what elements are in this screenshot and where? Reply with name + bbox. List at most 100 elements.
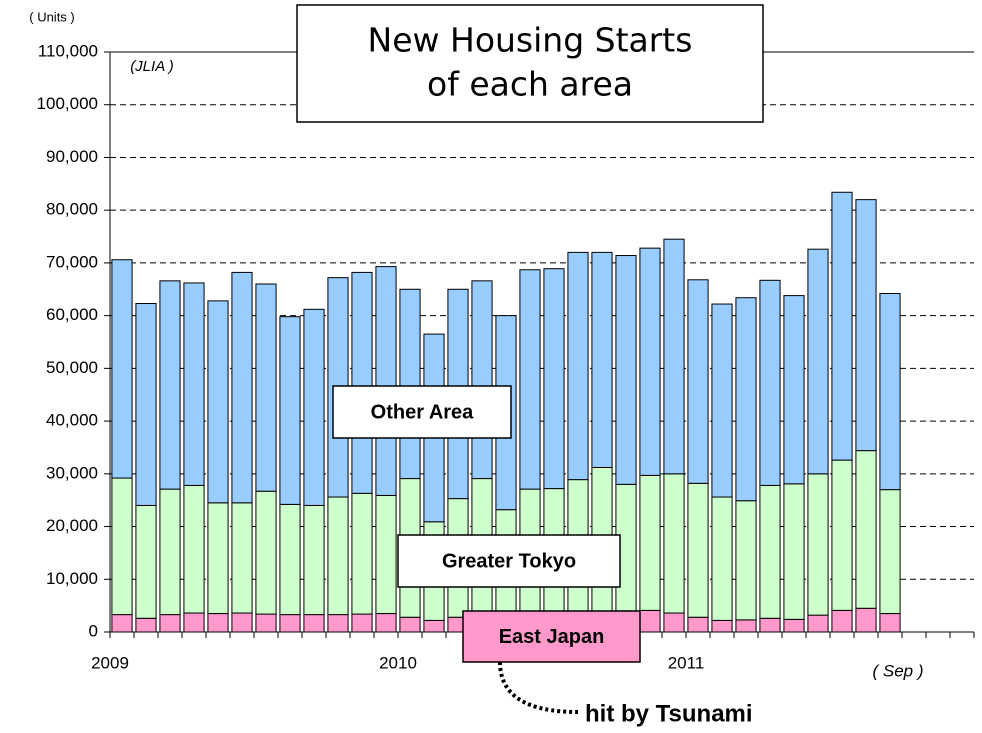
y-tick-label: 100,000 <box>37 94 98 113</box>
bar-segment <box>759 617 781 633</box>
chart-title: New Housing Starts <box>368 21 693 60</box>
bar-segment <box>687 279 709 484</box>
bar-segment <box>303 614 325 633</box>
legend-box <box>397 534 621 588</box>
bar-segment <box>735 297 757 502</box>
bar-segment <box>471 280 493 480</box>
bar-segment <box>735 500 757 621</box>
bar-segment <box>351 492 373 615</box>
y-tick-label: 110,000 <box>38 41 98 60</box>
bar-segment <box>639 474 661 611</box>
annotation: hit by Tsunami <box>585 700 753 727</box>
legend-box <box>332 385 512 439</box>
bar-segment <box>879 489 901 615</box>
bar-segment <box>711 496 733 621</box>
bar-segment <box>399 288 421 480</box>
bar-segment <box>855 199 877 452</box>
bar-segment <box>375 266 397 496</box>
bar-segment <box>255 283 277 492</box>
bar-segment <box>279 503 301 616</box>
y-unit-label: ( Units ) <box>29 9 75 24</box>
y-tick-label: 80,000 <box>46 200 98 219</box>
bar-segment <box>231 612 253 633</box>
y-tick-label: 90,000 <box>46 147 98 166</box>
y-tick-label: 20,000 <box>46 516 98 535</box>
bar-segment <box>303 308 325 506</box>
bar-segment <box>711 619 733 633</box>
bar-segment <box>831 459 853 611</box>
bar-segment <box>279 614 301 633</box>
bar-segment <box>111 477 133 616</box>
bar-segment <box>207 502 229 615</box>
y-tick-label: 70,000 <box>46 252 98 271</box>
bar-segment <box>711 303 733 498</box>
bar-segment <box>159 280 181 490</box>
bar-segment <box>663 612 685 633</box>
bar-segment <box>351 271 373 494</box>
bar-segment <box>375 613 397 633</box>
bar-segment <box>855 450 877 609</box>
bar-segment <box>591 251 613 468</box>
y-tick-label: 30,000 <box>46 463 98 482</box>
bar-segment <box>879 292 901 491</box>
bar-segment <box>111 259 133 479</box>
x-tick-label: 2011 <box>668 653 705 672</box>
x-tick-label: 2010 <box>379 653 417 672</box>
y-tick-label: 50,000 <box>46 358 98 377</box>
bar-segment <box>543 268 565 490</box>
source-label: (JLIA ) <box>130 58 174 75</box>
bar-segment <box>567 251 589 481</box>
bar-segment <box>255 490 277 615</box>
y-tick-label: 0 <box>89 621 98 640</box>
legend-box <box>462 610 641 663</box>
bar-segment <box>423 619 445 633</box>
bar-segment <box>183 282 205 486</box>
bar-segment <box>351 613 373 633</box>
bar-segment <box>327 496 349 616</box>
bar-segment <box>807 248 829 475</box>
bar-segment <box>735 619 757 633</box>
title-box <box>296 4 764 123</box>
bar-segment <box>135 617 157 633</box>
bar-segment <box>207 300 229 504</box>
bar-segment <box>327 614 349 633</box>
legend-label: Other Area <box>371 401 475 423</box>
bar-segment <box>807 473 829 616</box>
bar-segment <box>639 609 661 633</box>
bar-segment <box>855 607 877 633</box>
bar-segment <box>639 247 661 476</box>
y-tick-label: 60,000 <box>46 305 98 324</box>
bar-segment <box>783 295 805 485</box>
bar-segment <box>279 316 301 505</box>
annotation-line <box>498 661 579 714</box>
end-label: ( Sep ) <box>872 661 923 680</box>
y-tick-label: 10,000 <box>46 569 98 588</box>
bar-segment <box>783 618 805 633</box>
bar-segment <box>879 613 901 633</box>
bar-segment <box>255 613 277 633</box>
bar-segment <box>159 488 181 616</box>
bar-segment <box>303 504 325 616</box>
bar-segment <box>663 473 685 614</box>
bar-segment <box>687 482 709 618</box>
y-tick-label: 40,000 <box>46 411 98 430</box>
bar-segment <box>231 271 253 504</box>
bar-segment <box>759 484 781 619</box>
bar-segment <box>183 484 205 614</box>
bar-segment <box>807 614 829 633</box>
bar-segment <box>111 614 133 633</box>
bar-segment <box>831 609 853 633</box>
chart-title: of each area <box>427 65 633 104</box>
bar-segment <box>615 255 637 485</box>
bar-segment <box>207 613 229 633</box>
bar-segment <box>687 616 709 633</box>
bar-segment <box>135 504 157 619</box>
bar-segment <box>375 494 397 615</box>
bar-segment <box>831 191 853 461</box>
legend-label: Greater Tokyo <box>442 550 576 572</box>
bar-segment <box>663 238 685 475</box>
bar-segment <box>399 616 421 633</box>
bar-segment <box>783 483 805 620</box>
legend-label: East Japan <box>499 626 605 648</box>
